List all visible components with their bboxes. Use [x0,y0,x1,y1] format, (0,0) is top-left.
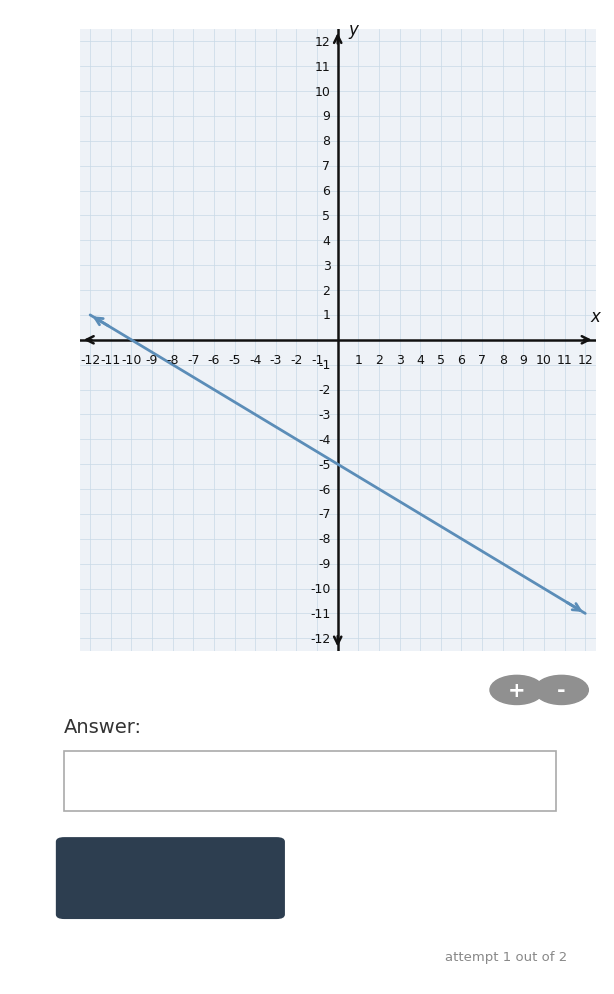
Text: -: - [557,680,566,700]
Text: 6: 6 [322,185,330,198]
Text: 8: 8 [322,135,330,148]
Text: 4: 4 [416,354,424,367]
Text: Answer:: Answer: [64,717,142,737]
Text: 11: 11 [557,354,572,367]
Text: 1: 1 [322,309,330,322]
Text: -4: -4 [249,354,262,367]
Text: 7: 7 [478,354,486,367]
Text: -9: -9 [146,354,158,367]
Text: 12: 12 [315,36,330,49]
Text: 6: 6 [457,354,465,367]
Text: -5: -5 [228,354,241,367]
Text: x: x [591,307,600,326]
Text: 9: 9 [322,110,330,123]
FancyBboxPatch shape [56,837,285,919]
Text: -11: -11 [101,354,121,367]
Circle shape [490,676,543,705]
Text: 7: 7 [322,160,330,173]
Text: 3: 3 [395,354,403,367]
Text: 8: 8 [499,354,507,367]
Text: 5: 5 [322,210,330,223]
Text: -10: -10 [310,582,330,595]
Text: attempt 1 out of 2: attempt 1 out of 2 [445,950,567,963]
Text: -4: -4 [318,433,330,446]
Text: 1: 1 [354,354,362,367]
Text: Submit Answer: Submit Answer [90,869,251,888]
Text: 10: 10 [536,354,552,367]
Text: -2: -2 [290,354,303,367]
Text: +: + [508,680,526,700]
Text: -3: -3 [318,409,330,421]
Text: -9: -9 [318,558,330,571]
Text: 4: 4 [322,235,330,248]
Text: 2: 2 [322,284,330,297]
Text: -12: -12 [310,632,330,645]
Text: 10: 10 [314,85,330,98]
Circle shape [535,676,588,705]
Text: -7: -7 [318,508,330,521]
Text: -6: -6 [318,483,330,496]
Text: -12: -12 [80,354,100,367]
Text: -1: -1 [311,354,323,367]
Text: -1: -1 [318,359,330,372]
Text: -5: -5 [318,458,330,471]
Text: 12: 12 [577,354,593,367]
Text: -11: -11 [310,607,330,620]
Text: 2: 2 [375,354,383,367]
FancyBboxPatch shape [64,750,556,811]
Text: -2: -2 [318,384,330,397]
Text: -8: -8 [318,533,330,546]
Text: -6: -6 [208,354,220,367]
Text: 3: 3 [322,259,330,272]
Text: -7: -7 [187,354,200,367]
Text: -10: -10 [121,354,142,367]
Text: y: y [348,21,358,39]
Text: 5: 5 [437,354,445,367]
Text: -8: -8 [166,354,179,367]
Text: -3: -3 [270,354,282,367]
Text: 9: 9 [519,354,527,367]
Text: 11: 11 [315,61,330,74]
